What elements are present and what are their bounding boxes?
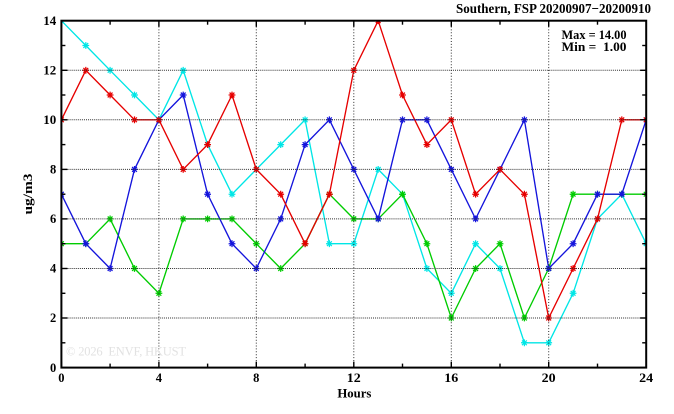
svg-text:0: 0 xyxy=(58,371,64,385)
svg-text:8: 8 xyxy=(253,371,259,385)
svg-text:4: 4 xyxy=(156,371,163,385)
svg-text:8: 8 xyxy=(50,163,56,177)
svg-text:12: 12 xyxy=(43,64,56,78)
svg-text:14: 14 xyxy=(43,14,57,28)
svg-text:20: 20 xyxy=(542,371,556,385)
svg-text:Hours: Hours xyxy=(337,386,371,401)
svg-text:2: 2 xyxy=(50,311,56,325)
svg-text:Max = 14.00: Max = 14.00 xyxy=(562,28,627,42)
svg-text:© 2026 ENVF, HKUST: © 2026 ENVF, HKUST xyxy=(66,345,186,359)
svg-text:4: 4 xyxy=(50,262,57,276)
svg-text:ug/m3: ug/m3 xyxy=(20,173,35,215)
svg-text:16: 16 xyxy=(444,371,458,385)
svg-text:6: 6 xyxy=(50,212,56,226)
svg-text:24: 24 xyxy=(639,371,654,385)
svg-text:12: 12 xyxy=(347,371,361,385)
svg-text:Southern, FSP 20200907−2020091: Southern, FSP 20200907−20200910 xyxy=(456,1,651,16)
svg-text:0: 0 xyxy=(50,361,56,375)
svg-text:10: 10 xyxy=(43,113,56,127)
svg-text:Min = 1.00: Min = 1.00 xyxy=(562,40,627,54)
